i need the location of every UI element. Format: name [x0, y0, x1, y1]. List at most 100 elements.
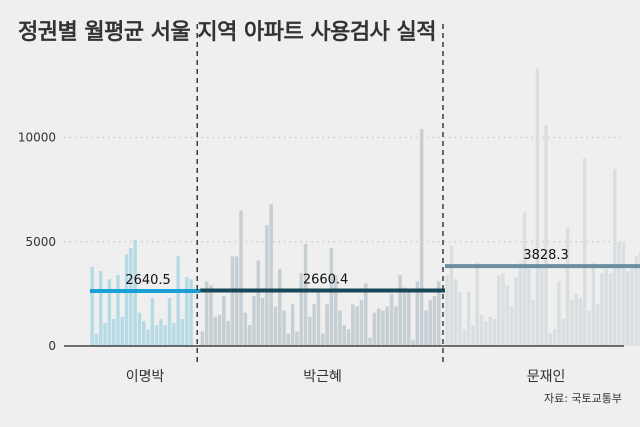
bar	[338, 310, 342, 346]
bar	[260, 298, 265, 346]
bar	[428, 300, 432, 346]
bar	[621, 241, 626, 346]
bar	[613, 168, 617, 346]
bar	[235, 256, 239, 346]
bar	[462, 329, 467, 346]
bar	[578, 298, 583, 346]
bar	[269, 204, 273, 346]
bar	[355, 306, 359, 346]
bar	[454, 279, 458, 346]
bar	[329, 248, 334, 346]
bar	[389, 293, 394, 346]
bar	[492, 318, 497, 346]
bar	[189, 279, 193, 346]
period-label: 박근혜	[303, 369, 342, 385]
period-label: 이명박	[126, 369, 165, 385]
bar	[200, 331, 205, 346]
bar	[557, 281, 561, 346]
bar	[308, 316, 312, 346]
bar	[407, 289, 411, 346]
bar	[437, 281, 441, 346]
bar	[316, 291, 321, 346]
bar	[522, 212, 527, 346]
bar	[449, 245, 454, 346]
bar	[124, 254, 129, 346]
bar	[509, 306, 514, 346]
bar	[325, 304, 329, 346]
bar	[159, 318, 163, 346]
bar	[626, 270, 630, 346]
bar	[638, 252, 640, 346]
bar	[256, 260, 260, 346]
bar	[252, 295, 256, 346]
bar	[552, 329, 557, 346]
bar	[548, 333, 553, 346]
bar	[488, 316, 492, 346]
bar	[364, 283, 368, 346]
bar	[518, 262, 522, 346]
bar	[634, 256, 639, 346]
bar	[608, 273, 613, 346]
bar	[180, 318, 185, 346]
bar	[333, 275, 338, 346]
bar	[376, 308, 381, 346]
bar	[527, 268, 531, 346]
bar	[415, 281, 420, 346]
bar	[351, 304, 355, 346]
bar	[570, 300, 574, 346]
bar	[312, 304, 316, 346]
average-label: 2640.5	[125, 273, 171, 288]
bar	[600, 273, 604, 346]
bar	[475, 262, 479, 346]
bar	[247, 325, 252, 346]
bar	[94, 333, 99, 346]
bar	[222, 295, 226, 346]
bar	[295, 331, 299, 346]
bar	[591, 262, 596, 346]
bar	[432, 295, 437, 346]
source-note: 자료: 국토교통부	[544, 392, 622, 405]
bar	[385, 306, 389, 346]
bar	[299, 273, 303, 346]
bar	[243, 312, 248, 346]
bar	[583, 158, 587, 346]
bar	[617, 241, 621, 346]
y-tick-label: 10000	[18, 131, 56, 145]
bar	[497, 275, 501, 346]
bar	[381, 310, 385, 346]
bar	[209, 285, 213, 346]
bar	[540, 268, 544, 346]
bar	[372, 312, 377, 346]
bar	[458, 291, 462, 346]
bar	[630, 268, 634, 346]
bar	[107, 279, 112, 346]
bar	[501, 273, 505, 346]
chart-title: 정권별 월평균 서울 지역 아파트 사용검사 실적	[18, 20, 437, 45]
bar	[359, 300, 364, 346]
bar	[394, 306, 398, 346]
bar	[574, 293, 578, 346]
bar	[111, 318, 116, 346]
bar	[129, 248, 133, 346]
bar	[286, 333, 291, 346]
bar	[424, 310, 428, 346]
average-label: 2660.4	[303, 273, 349, 288]
bar	[154, 325, 159, 346]
bar	[471, 325, 475, 346]
bar	[167, 298, 172, 346]
bar	[419, 129, 424, 346]
bar	[150, 298, 155, 346]
bar	[120, 316, 124, 346]
bar	[230, 256, 235, 346]
bar	[544, 124, 548, 347]
bar	[226, 320, 230, 346]
bar	[265, 225, 269, 346]
bar	[137, 312, 142, 346]
bar	[99, 270, 103, 346]
bar	[505, 285, 510, 346]
bar	[278, 268, 282, 346]
bar	[587, 310, 591, 346]
y-tick-label: 5000	[25, 235, 56, 249]
